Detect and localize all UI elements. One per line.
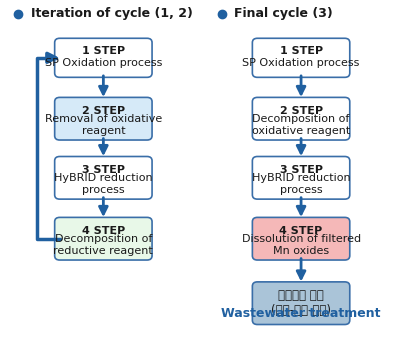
Text: Iteration of cycle (1, 2): Iteration of cycle (1, 2) (31, 8, 192, 21)
Text: Decomposition of
reductive reagent: Decomposition of reductive reagent (54, 234, 153, 256)
FancyBboxPatch shape (252, 282, 350, 325)
Text: Removal of oxidative
reagent: Removal of oxidative reagent (45, 114, 162, 136)
Text: HyBRID reduction
process: HyBRID reduction process (252, 173, 350, 195)
Text: Final cycle (3): Final cycle (3) (235, 8, 333, 21)
Text: Wastewater treatment: Wastewater treatment (221, 306, 381, 319)
Text: Decomposition of
oxidative reagent: Decomposition of oxidative reagent (252, 114, 350, 136)
Text: 1 STEP: 1 STEP (82, 46, 125, 56)
FancyBboxPatch shape (54, 157, 152, 199)
Text: 1 STEP: 1 STEP (279, 46, 323, 56)
Text: 2 STEP: 2 STEP (82, 106, 125, 116)
FancyBboxPatch shape (252, 97, 350, 140)
FancyBboxPatch shape (252, 157, 350, 199)
Text: 제염폐액 처리
(짐전-분해-짐전): 제염폐액 처리 (짐전-분해-짐전) (271, 289, 331, 317)
FancyBboxPatch shape (54, 38, 152, 77)
FancyBboxPatch shape (252, 38, 350, 77)
FancyBboxPatch shape (54, 97, 152, 140)
Text: 3 STEP: 3 STEP (279, 165, 323, 175)
FancyBboxPatch shape (252, 217, 350, 260)
Text: SP Oxidation process: SP Oxidation process (242, 58, 360, 68)
Text: 3 STEP: 3 STEP (82, 165, 125, 175)
Text: Dissolution of filtered
Mn oxides: Dissolution of filtered Mn oxides (241, 234, 361, 256)
Text: HyBRID reduction
process: HyBRID reduction process (54, 173, 153, 195)
Text: 4 STEP: 4 STEP (279, 226, 323, 236)
FancyBboxPatch shape (54, 217, 152, 260)
Text: 4 STEP: 4 STEP (82, 226, 125, 236)
Text: 2 STEP: 2 STEP (279, 106, 323, 116)
Text: SP Oxidation process: SP Oxidation process (45, 58, 162, 68)
FancyArrowPatch shape (37, 53, 59, 239)
